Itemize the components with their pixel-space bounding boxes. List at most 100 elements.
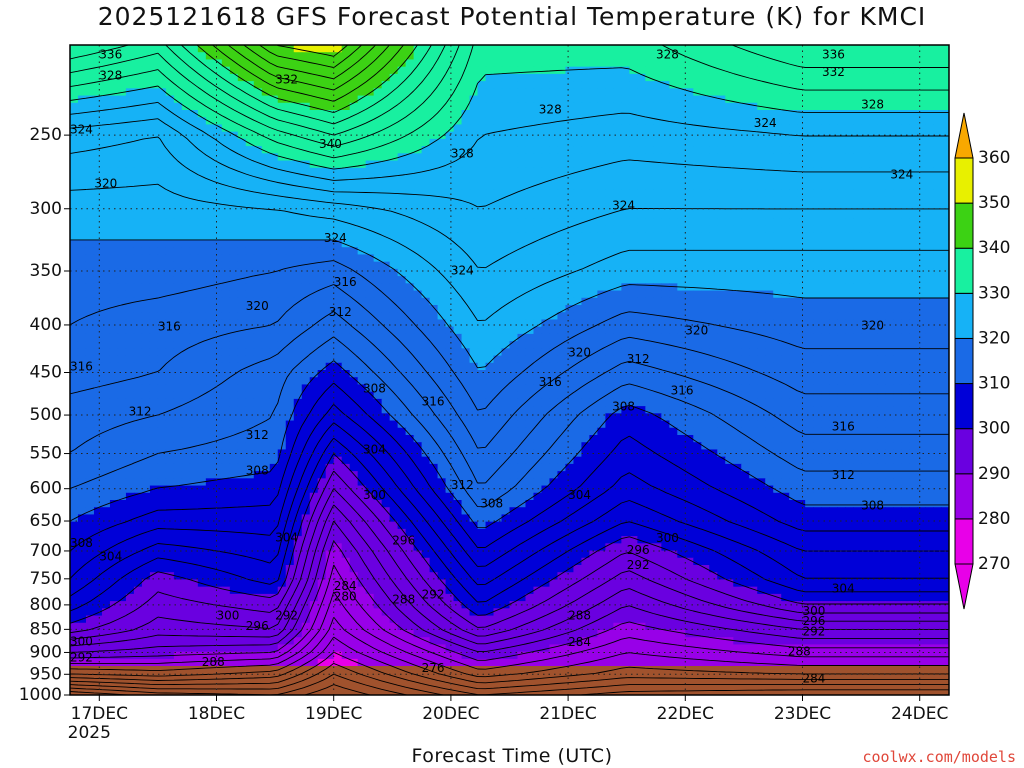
contour-label: 324: [612, 199, 635, 213]
colorbar-segment: [954, 157, 974, 204]
contour-label: 332: [822, 65, 845, 79]
contour-label: 312: [832, 468, 855, 482]
contour-label: 316: [539, 375, 562, 389]
contour-label: 332: [275, 72, 298, 86]
colorbar-segment: [954, 428, 974, 475]
y-tick-label: 900: [30, 642, 62, 662]
y-tick-label: 650: [30, 511, 62, 531]
y-tick-label: 500: [30, 405, 62, 425]
contour-label: 312: [129, 404, 152, 418]
contour-label: 296: [246, 619, 269, 633]
contour-label: 284: [568, 635, 591, 649]
contour-label: 308: [612, 399, 635, 413]
contour-label: 296: [803, 614, 826, 628]
theta-contours: [70, 45, 949, 695]
contour-label: 312: [627, 352, 650, 366]
colorbar-tick-label: 340: [978, 238, 1010, 258]
y-tick-label: 250: [30, 125, 62, 145]
colorbar-tick-label: 280: [978, 509, 1010, 529]
contour-label: 328: [861, 97, 884, 111]
contour-label: 308: [861, 498, 884, 512]
contour-label: 316: [422, 394, 445, 408]
colorbar-segment: [954, 383, 974, 430]
y-tick-label: 600: [30, 479, 62, 499]
colorbar-segment: [954, 292, 974, 339]
x-tick-label: 19DEC: [305, 704, 362, 724]
x-tick-label: 18DEC: [188, 704, 245, 724]
y-tick-label: 300: [30, 199, 62, 219]
colorbar-tick-label: 350: [978, 193, 1010, 213]
contour-label: 300: [70, 635, 93, 649]
contour-label: 312: [329, 305, 352, 319]
x-tick-label: 21DEC: [539, 704, 596, 724]
contour-lines: [70, 45, 949, 695]
contour-label: 304: [275, 531, 298, 545]
contour-labels: 336 328 332 340 328 336 332 328 328 328 324 324 324 3…: [70, 48, 913, 686]
plot-frame: [69, 44, 950, 696]
x-tick-label: 24DEC: [891, 704, 948, 724]
contour-label: 312: [451, 478, 474, 492]
contour-label: 316: [158, 320, 181, 334]
contour-label: 284: [334, 579, 357, 593]
contour-label: 328: [656, 48, 679, 62]
contour-label: 292: [275, 608, 298, 622]
contour-label: 288: [202, 655, 225, 669]
y-tick-label: 950: [30, 664, 62, 684]
contour-label: 296: [627, 543, 650, 557]
contour-label: 324: [70, 123, 93, 137]
contour-label: 316: [832, 420, 855, 434]
contour-label: 328: [451, 147, 474, 161]
contour-label: 308: [246, 463, 269, 477]
colorbar-tick-label: 310: [978, 374, 1010, 394]
contour-label: 292: [803, 625, 826, 639]
contour-label: 288: [788, 645, 811, 659]
contour-label: 292: [627, 558, 650, 572]
contour-label: 320: [568, 346, 591, 360]
colorbar-tick-label: 300: [978, 419, 1010, 439]
contour-label: 324: [754, 116, 777, 130]
y-tick-label: 850: [30, 619, 62, 639]
contour-label: 276: [422, 661, 445, 675]
contour-label: 336: [99, 48, 122, 62]
contour-label: 320: [94, 176, 117, 190]
contour-label: 316: [70, 360, 93, 374]
y-tick-label: 550: [30, 444, 62, 464]
y-tick-label: 350: [30, 261, 62, 281]
contour-label: 300: [656, 531, 679, 545]
contour-label: 328: [539, 103, 562, 117]
contour-label: 304: [363, 442, 386, 456]
colorbar-tick-label: 330: [978, 283, 1010, 303]
x-tick-label: 20DEC: [422, 704, 479, 724]
pressure-axis: 250 300 350 400 450 500 550 600 650 700 750 800 850 9…: [19, 125, 70, 705]
contour-label: 300: [803, 604, 826, 618]
contour-label: 324: [890, 168, 913, 182]
contour-label: 320: [861, 318, 884, 332]
colorbar-tick-label: 270: [978, 554, 1010, 574]
colorbar-segment: [954, 518, 974, 565]
y-tick-label: 400: [30, 315, 62, 335]
contour-label: 320: [246, 299, 269, 313]
contour-label: 336: [822, 48, 845, 62]
theta-field: [70, 45, 949, 695]
colorbar-tick-label: 320: [978, 328, 1010, 348]
colorbar-tick-label: 360: [978, 148, 1010, 168]
contour-label: 320: [685, 324, 708, 338]
colorbar: 270 280 290 300 310 320 330 340 350 360: [954, 112, 1010, 610]
y-tick-label: 700: [30, 541, 62, 561]
contour-label: 316: [671, 383, 694, 397]
colorbar-max-triangle: [954, 112, 974, 159]
contour-label: 300: [217, 608, 240, 622]
y-tick-label: 800: [30, 595, 62, 615]
contour-label: 296: [392, 534, 415, 548]
contour-label: 308: [70, 536, 93, 550]
contour-label: 304: [568, 488, 591, 502]
y-tick-label: 1000: [19, 685, 62, 705]
y-tick-label: 750: [30, 569, 62, 589]
x-tick-sublabel: 2025: [68, 723, 111, 743]
colorbar-segment: [954, 337, 974, 385]
contour-label: 280: [334, 590, 357, 604]
contour-label: 292: [422, 588, 445, 602]
colorbar-segment: [954, 202, 974, 249]
